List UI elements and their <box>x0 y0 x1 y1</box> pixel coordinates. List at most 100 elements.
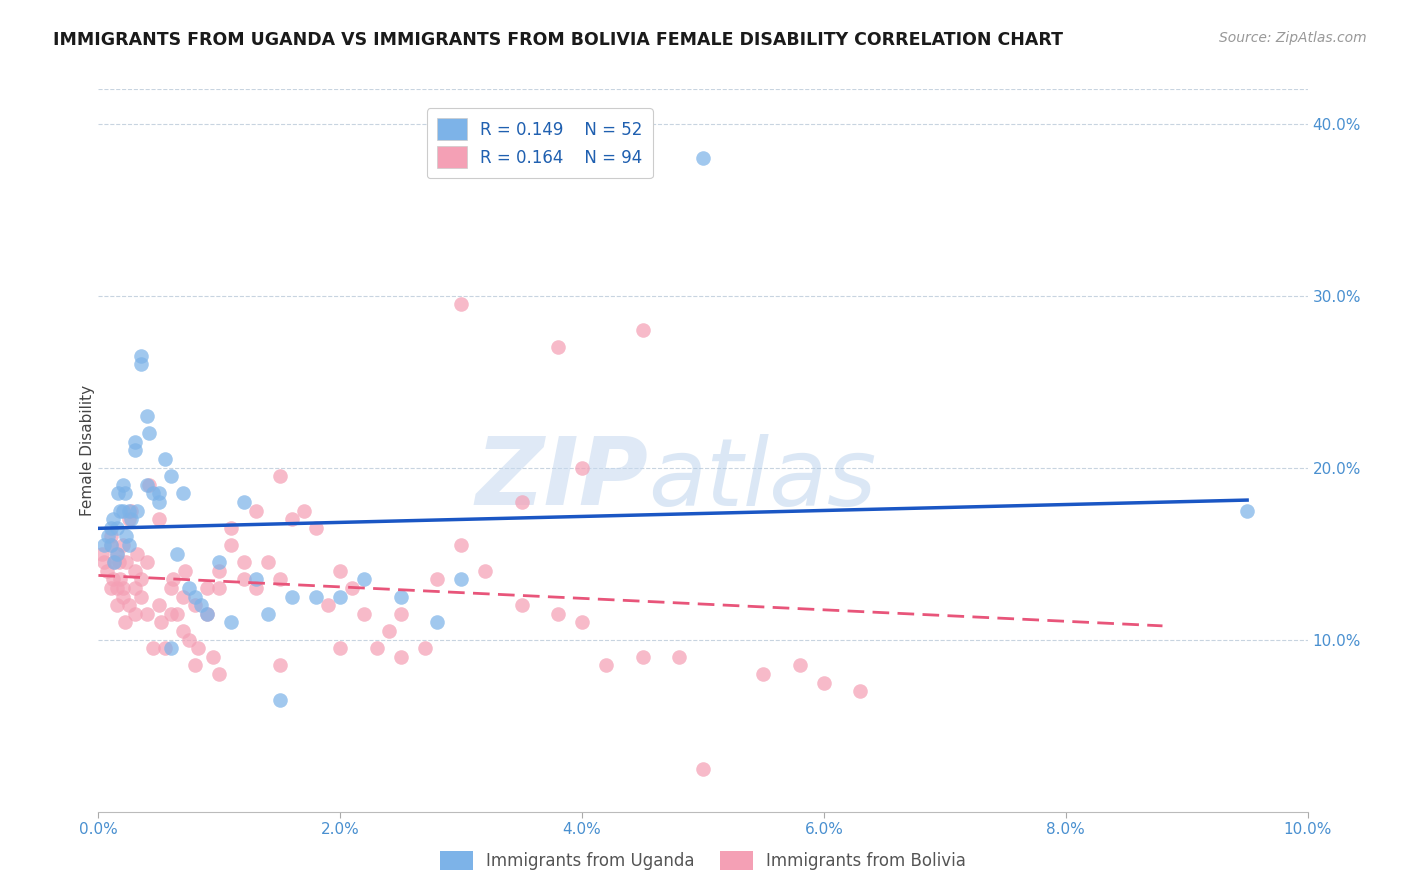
Point <box>100 538 122 552</box>
Point <box>111 503 134 517</box>
Point <box>153 452 176 467</box>
Point <box>329 641 352 656</box>
Point <box>115 529 138 543</box>
Point <box>160 469 183 483</box>
Point <box>111 581 134 595</box>
Point <box>162 573 184 587</box>
Point <box>115 555 138 569</box>
Point <box>195 607 218 621</box>
Point <box>118 599 141 613</box>
Point <box>813 675 835 690</box>
Point <box>127 503 149 517</box>
Point <box>281 590 304 604</box>
Point <box>571 615 593 630</box>
Point <box>316 599 339 613</box>
Point <box>138 478 160 492</box>
Point <box>353 607 375 621</box>
Point <box>668 649 690 664</box>
Point <box>166 607 188 621</box>
Point <box>148 599 170 613</box>
Point <box>450 538 472 552</box>
Point <box>202 649 225 664</box>
Point <box>97 529 120 543</box>
Point <box>292 503 315 517</box>
Text: IMMIGRANTS FROM UGANDA VS IMMIGRANTS FROM BOLIVIA FEMALE DISABILITY CORRELATION : IMMIGRANTS FROM UGANDA VS IMMIGRANTS FRO… <box>53 31 1063 49</box>
Point <box>269 469 291 483</box>
Text: ZIP: ZIP <box>475 434 648 525</box>
Point <box>547 607 569 621</box>
Point <box>195 581 218 595</box>
Point <box>184 599 207 613</box>
Point <box>221 521 243 535</box>
Point <box>179 581 201 595</box>
Point <box>232 555 254 569</box>
Point <box>107 486 129 500</box>
Point <box>256 555 278 569</box>
Point <box>124 564 146 578</box>
Point <box>510 495 533 509</box>
Point <box>129 573 152 587</box>
Point <box>305 590 328 604</box>
Point <box>148 512 170 526</box>
Point <box>93 538 115 552</box>
Point <box>105 547 128 561</box>
Point <box>105 599 128 613</box>
Point <box>105 521 128 535</box>
Point <box>114 615 136 630</box>
Point <box>100 529 122 543</box>
Point <box>474 564 496 578</box>
Point <box>342 581 364 595</box>
Point <box>269 693 291 707</box>
Point <box>208 564 231 578</box>
Point <box>208 581 231 595</box>
Point <box>100 581 122 595</box>
Point <box>571 460 593 475</box>
Point <box>269 573 291 587</box>
Point <box>190 599 212 613</box>
Point <box>305 521 328 535</box>
Point <box>118 503 141 517</box>
Point <box>221 538 243 552</box>
Legend: R = 0.149    N = 52, R = 0.164    N = 94: R = 0.149 N = 52, R = 0.164 N = 94 <box>427 108 652 178</box>
Text: Source: ZipAtlas.com: Source: ZipAtlas.com <box>1219 31 1367 45</box>
Point <box>153 641 176 656</box>
Point <box>547 340 569 354</box>
Point <box>187 641 209 656</box>
Point <box>118 512 141 526</box>
Point <box>450 573 472 587</box>
Point <box>150 615 173 630</box>
Point <box>127 547 149 561</box>
Point <box>111 538 134 552</box>
Point <box>129 349 152 363</box>
Point <box>184 590 207 604</box>
Y-axis label: Female Disability: Female Disability <box>80 384 94 516</box>
Point <box>96 564 118 578</box>
Point <box>91 547 114 561</box>
Point <box>329 564 352 578</box>
Point <box>148 495 170 509</box>
Point <box>103 555 125 569</box>
Point <box>849 684 872 698</box>
Point <box>172 590 194 604</box>
Point <box>426 573 449 587</box>
Point <box>692 151 714 165</box>
Point <box>389 649 412 664</box>
Point <box>111 590 134 604</box>
Point <box>142 486 165 500</box>
Point <box>232 495 254 509</box>
Point <box>208 667 231 681</box>
Point <box>752 667 775 681</box>
Point <box>135 478 157 492</box>
Point <box>281 512 304 526</box>
Point <box>184 658 207 673</box>
Point <box>103 555 125 569</box>
Point <box>120 503 142 517</box>
Point <box>366 641 388 656</box>
Point <box>100 538 122 552</box>
Point <box>389 607 412 621</box>
Point <box>510 599 533 613</box>
Point <box>129 590 152 604</box>
Point <box>93 555 115 569</box>
Point <box>135 607 157 621</box>
Point <box>166 547 188 561</box>
